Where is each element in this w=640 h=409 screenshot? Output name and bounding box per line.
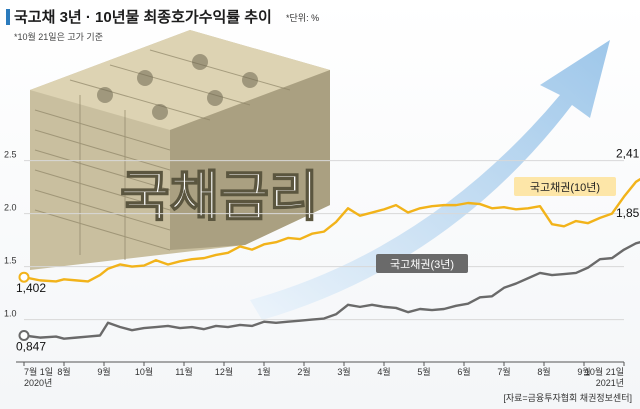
x-tick-label: 10월 21일 [585, 366, 624, 377]
series-name-label: 국고채권(10년) [530, 181, 600, 194]
series-start-label: 0,847 [16, 340, 46, 354]
series-line-10y [23, 177, 640, 283]
overlay-headline: 국채금리 [120, 167, 319, 227]
series-name-label: 국고채권(3년) [390, 258, 454, 271]
series-name-tag [376, 254, 468, 273]
unit-note: *단위: % [286, 13, 319, 23]
axes: 1.0 1.5 2.0 2.5 7월 1일 8월 9월 10월 11월 12월 1월 2월 3월 4월 5월… [4, 150, 625, 388]
labels: 1,402 2,416 국고채권(10년) 0,847 1,857 국고채권(3년) [16, 147, 640, 354]
x-subtick-label-first: 2020년 [24, 378, 52, 388]
money-stack-icon [30, 30, 330, 270]
x-tick-label: 2월 [297, 366, 310, 377]
y-tick-label: 2.0 [4, 203, 17, 213]
x-tick-label: 11월 [175, 366, 193, 377]
x-tick-label: 6월 [457, 366, 470, 377]
x-tick-label: 5월 [417, 366, 430, 377]
x-tick-label: 9월 [577, 366, 590, 377]
x-tick-label: 1월 [257, 366, 270, 377]
rising-arrow-icon [250, 40, 610, 320]
series-name-tag [514, 177, 616, 196]
source-note: [자료=금융투자협회 채권정보센터] [503, 392, 632, 403]
x-tick-label: 7월 [497, 366, 510, 377]
x-tick-label: 8월 [57, 366, 70, 377]
series-end-label: 2,416 [616, 147, 640, 161]
x-tick-label: 10월 [135, 366, 153, 377]
series-line-3y [23, 240, 640, 340]
x-tick-label: 4월 [377, 366, 390, 377]
series-end-label: 1,857 [616, 206, 640, 220]
title-marker [6, 9, 10, 25]
date-note: *10월 21일은 고가 기준 [14, 31, 103, 42]
series [18, 177, 640, 341]
chart-title: 국고채 3년 · 10년물 최종호가수익률 추이 [14, 8, 272, 26]
y-tick-label: 1.0 [4, 309, 17, 319]
x-tick-label: 12월 [215, 366, 233, 377]
x-tick-label: 7월 1일 [24, 366, 53, 377]
x-subtick-label-last: 2021년 [596, 378, 624, 388]
y-tick-label: 2.5 [4, 150, 17, 160]
series-start-label: 1,402 [16, 281, 46, 295]
series-start-marker [18, 330, 30, 341]
x-tick-label: 3월 [337, 366, 350, 377]
y-tick-label: 1.5 [4, 256, 17, 266]
series-start-marker [18, 271, 30, 283]
x-tick-label: 9월 [97, 366, 110, 377]
x-tick-label: 8월 [537, 366, 550, 377]
